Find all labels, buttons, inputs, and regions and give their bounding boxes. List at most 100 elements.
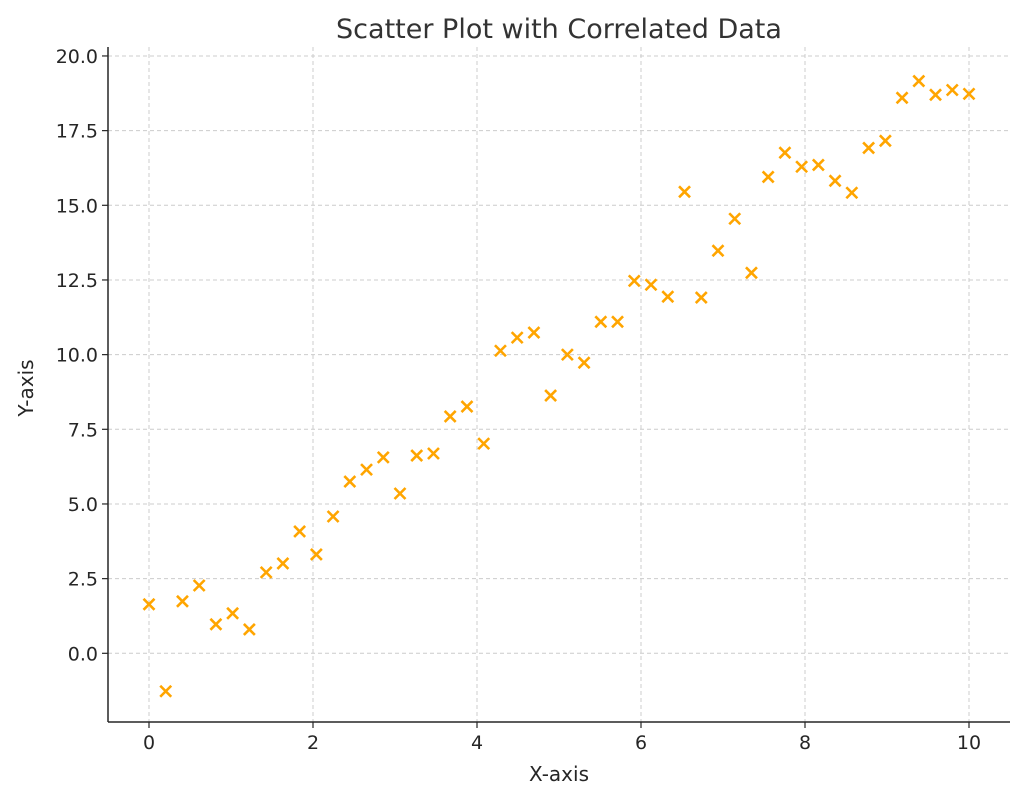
- x-tick-label: 0: [143, 732, 155, 754]
- data-point: [527, 326, 541, 339]
- data-point: [728, 212, 742, 226]
- data-point: [828, 174, 842, 188]
- data-point: [929, 88, 942, 102]
- x-marker: [929, 88, 942, 102]
- x-marker: [427, 447, 440, 460]
- data-point: [209, 617, 223, 631]
- data-point: [259, 565, 273, 579]
- data-point: [159, 684, 173, 698]
- data-point: [594, 315, 608, 329]
- data-point: [862, 141, 876, 155]
- x-marker: [477, 437, 491, 451]
- x-marker: [678, 185, 691, 199]
- y-tick-label: 12.5: [56, 270, 98, 292]
- x-axis-label: X-axis: [529, 762, 589, 786]
- x-marker: [343, 475, 357, 488]
- y-tick-label: 0.0: [68, 643, 98, 665]
- data-point: [778, 146, 792, 160]
- data-point: [694, 291, 708, 305]
- x-marker: [242, 622, 256, 636]
- x-marker: [627, 274, 641, 288]
- data-point: [577, 356, 591, 370]
- y-tick-label: 15.0: [56, 195, 98, 217]
- x-marker: [862, 141, 876, 155]
- data-point: [845, 186, 859, 200]
- x-marker: [159, 684, 173, 698]
- x-marker: [795, 160, 809, 174]
- x-marker: [745, 266, 758, 280]
- data-point: [477, 437, 491, 451]
- y-axis-label: Y-axis: [14, 359, 38, 417]
- x-marker: [527, 326, 541, 339]
- data-point: [644, 278, 658, 292]
- x-marker: [962, 87, 976, 101]
- data-point: [326, 510, 340, 523]
- x-marker: [878, 134, 892, 148]
- y-tick-label: 7.5: [68, 419, 98, 441]
- x-marker: [393, 487, 407, 500]
- x-marker: [259, 565, 273, 579]
- data-point: [678, 185, 691, 199]
- x-marker: [644, 278, 658, 292]
- x-marker: [494, 344, 507, 358]
- x-marker: [443, 410, 457, 423]
- x-marker: [895, 91, 909, 105]
- x-tick-label: 6: [635, 732, 647, 754]
- data-point: [176, 594, 189, 608]
- x-marker: [560, 348, 574, 362]
- x-marker: [845, 186, 859, 200]
- y-tick-label: 5.0: [68, 494, 98, 516]
- x-marker: [293, 525, 307, 538]
- x-tick-label: 4: [471, 732, 483, 754]
- x-tick-label: 10: [957, 732, 981, 754]
- x-marker: [360, 463, 373, 477]
- data-point: [427, 447, 440, 460]
- data-point: [460, 400, 474, 414]
- x-marker: [828, 174, 842, 188]
- x-marker: [694, 291, 708, 305]
- data-point: [627, 274, 641, 288]
- x-marker: [460, 400, 474, 414]
- x-marker: [761, 170, 775, 184]
- x-marker: [945, 83, 959, 97]
- grid: [108, 47, 1010, 722]
- x-marker: [142, 597, 156, 611]
- data-point: [360, 463, 373, 477]
- y-tick-label: 20.0: [56, 46, 98, 68]
- data-point: [962, 87, 976, 101]
- x-tick-label: 8: [799, 732, 811, 754]
- y-tick-label: 17.5: [56, 121, 98, 143]
- data-point: [494, 344, 507, 358]
- data-point: [309, 548, 323, 561]
- x-marker: [577, 356, 591, 370]
- y-tick-label: 2.5: [68, 569, 98, 591]
- data-point: [661, 290, 675, 304]
- x-marker: [326, 510, 340, 523]
- data-point: [443, 410, 457, 423]
- x-marker: [176, 594, 189, 608]
- axes: [107, 47, 1010, 723]
- data-point: [895, 91, 909, 105]
- data-point: [544, 389, 558, 402]
- x-marker: [410, 449, 424, 463]
- x-marker: [811, 158, 825, 172]
- x-marker: [309, 548, 323, 561]
- x-ticks: 0 2 4 6 8 10: [143, 722, 981, 754]
- x-marker: [276, 556, 290, 570]
- x-marker: [594, 315, 608, 329]
- x-marker: [209, 617, 223, 631]
- data-point: [560, 348, 574, 362]
- data-point: [761, 170, 775, 184]
- x-marker: [711, 244, 725, 258]
- data-point: [510, 331, 524, 345]
- data-point: [912, 74, 926, 88]
- data-point: [142, 597, 156, 611]
- data-point: [745, 266, 758, 280]
- x-marker: [192, 579, 206, 592]
- data-point: [811, 158, 825, 172]
- x-marker: [376, 450, 390, 464]
- x-marker: [510, 331, 524, 345]
- data-point: [276, 556, 290, 570]
- data-point: [192, 579, 206, 592]
